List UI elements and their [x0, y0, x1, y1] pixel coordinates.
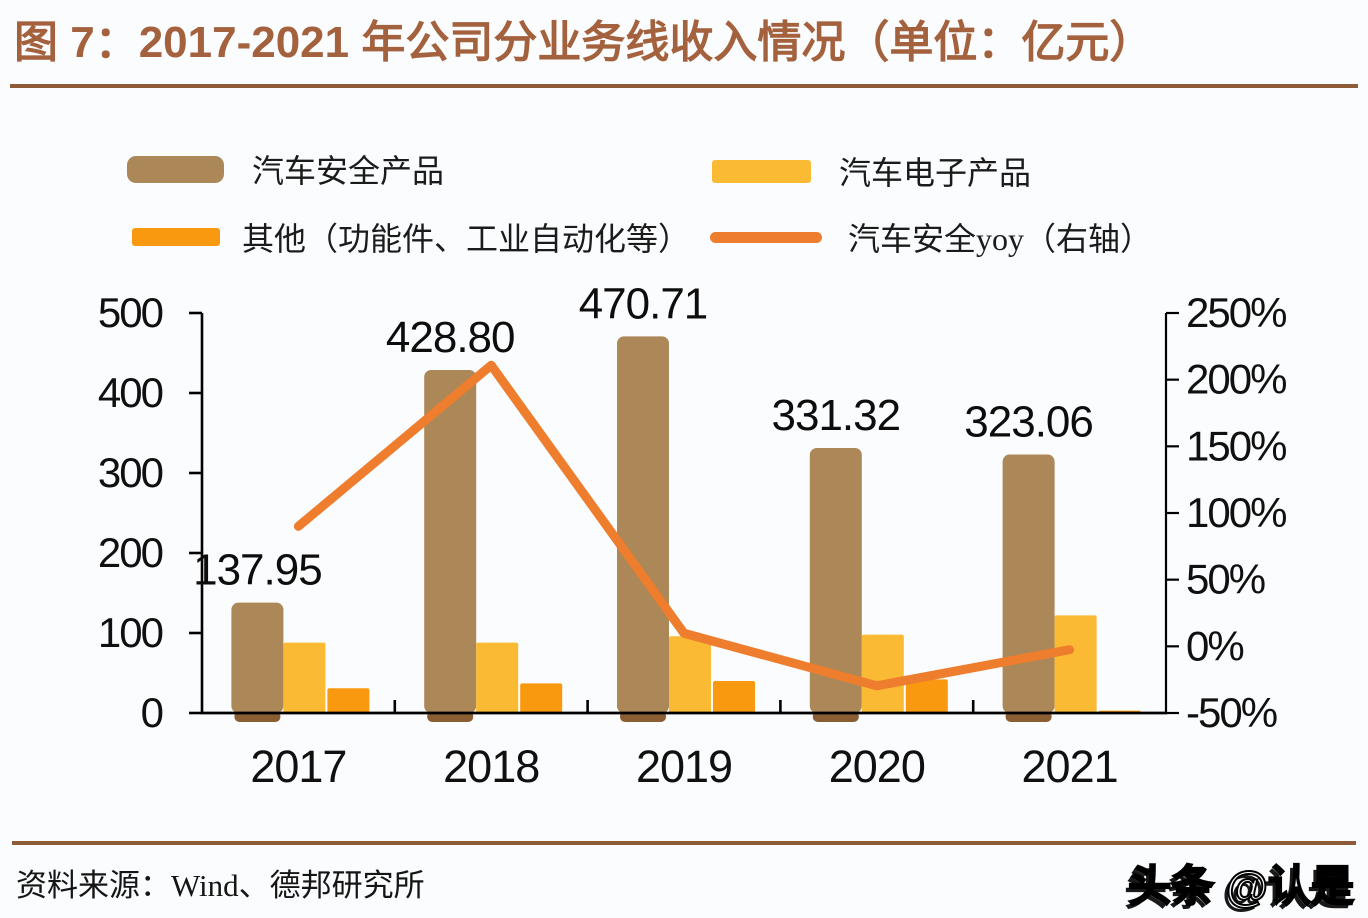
- legend-item-auto-electronics: 汽车电子产品: [712, 148, 1031, 194]
- legend-swatch-auto-safety: [127, 155, 224, 183]
- bar-汽车安全产品-2021: [1002, 454, 1055, 713]
- bar-value-label: 470.71: [579, 279, 708, 328]
- legend-item-auto-safety: 汽车安全产品: [127, 146, 444, 192]
- source-note: 资料来源：Wind、德邦研究所: [16, 868, 425, 903]
- y-axis-right-label: 100%: [1186, 489, 1286, 536]
- footer-divider: [12, 841, 1356, 845]
- title-divider: [10, 84, 1358, 88]
- bar-其他（功能件、工业自动化等）-2020: [905, 679, 948, 713]
- x-axis-label: 2021: [1022, 741, 1118, 792]
- y-axis-left-label: 400: [98, 369, 163, 416]
- y-axis-right-label: 250%: [1186, 289, 1286, 336]
- bar-value-label: 323.06: [964, 398, 1093, 447]
- legend-label-auto-electronics: 汽车电子产品: [839, 155, 1032, 191]
- legend-label-auto-safety: 汽车安全产品: [252, 153, 445, 189]
- x-axis-label: 2020: [829, 741, 925, 792]
- y-axis-left-label: 500: [98, 289, 163, 336]
- bar-value-label: 331.32: [772, 391, 901, 440]
- y-axis-right-label: 0%: [1186, 622, 1243, 669]
- y-axis-left-label: 200: [98, 529, 163, 576]
- legend-item-other: 其他（功能件、工业自动化等）: [132, 214, 690, 260]
- x-axis-label: 2018: [443, 741, 539, 792]
- bar-value-label: 137.95: [193, 546, 322, 595]
- bar-其他（功能件、工业自动化等）-2017: [327, 688, 370, 713]
- bar-汽车电子产品-2020: [861, 634, 904, 713]
- chart-title: 图 7：2017-2021 年公司分业务线收入情况（单位：亿元）: [14, 18, 1154, 67]
- y-axis-left-label: 300: [98, 449, 163, 496]
- yoy-line-汽车安全yoy（右轴）: [293, 360, 1075, 691]
- legend-swatch-auto-electronics: [712, 159, 811, 183]
- legend-label-other: 其他（功能件、工业自动化等）: [242, 221, 691, 257]
- y-axis-right-label: 200%: [1186, 356, 1286, 403]
- y-axis-right-label: 150%: [1186, 422, 1286, 469]
- bar-汽车电子产品-2017: [283, 642, 326, 713]
- bar-汽车安全产品-2018: [424, 369, 477, 713]
- y-axis-left-label: 0: [141, 689, 163, 736]
- x-axis-label: 2017: [250, 741, 346, 792]
- y-axis-right-label: -50%: [1186, 689, 1277, 736]
- bar-汽车电子产品-2021: [1054, 615, 1097, 713]
- legend-swatch-yoy-line: [710, 231, 822, 243]
- bar-value-label: 428.80: [386, 313, 515, 362]
- legend-swatch-other: [132, 228, 220, 246]
- bar-汽车电子产品-2019: [669, 636, 711, 713]
- legend-item-yoy-line: 汽车安全yoy（右轴）: [710, 214, 1152, 260]
- y-axis-right-label: 50%: [1186, 556, 1265, 603]
- bar-汽车电子产品-2018: [476, 642, 519, 713]
- bar-其他（功能件、工业自动化等）-2018: [520, 683, 563, 713]
- x-axis-label: 2019: [636, 741, 732, 792]
- bar-其他（功能件、工业自动化等）-2019: [713, 681, 755, 713]
- bar-汽车安全产品-2019: [617, 336, 669, 713]
- bar-汽车安全产品-2020: [809, 447, 862, 713]
- y-axis-left-label: 100: [98, 609, 163, 656]
- legend-label-yoy-line: 汽车安全yoy（右轴）: [848, 221, 1153, 257]
- watermark: 头条 @认是: [1127, 862, 1355, 912]
- bar-汽车安全产品-2017: [231, 602, 284, 713]
